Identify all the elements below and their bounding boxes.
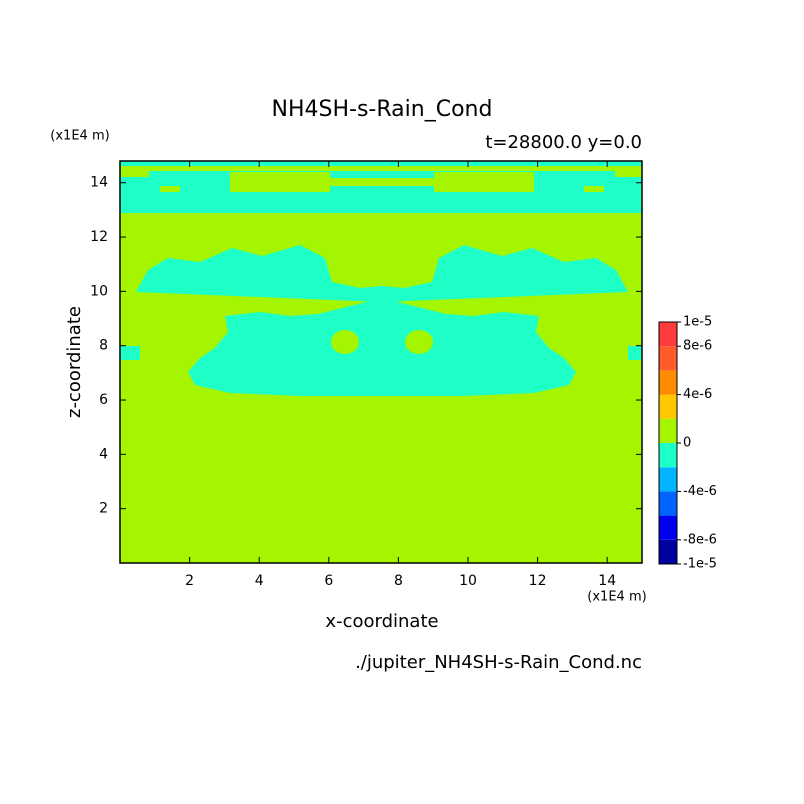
contour-region	[230, 172, 330, 192]
colorbar-label: -1e-5	[683, 557, 717, 572]
colorbar-segment	[659, 467, 677, 492]
contour-region	[120, 346, 140, 360]
colorbar-segment	[659, 515, 677, 540]
colorbar-segment	[659, 418, 677, 443]
x-tick-label: 4	[255, 573, 264, 589]
contour-region	[628, 346, 642, 360]
y-tick-label: 14	[90, 175, 108, 191]
y-tick-label: 2	[99, 501, 108, 517]
contour-region	[120, 166, 642, 171]
contour-region	[615, 171, 642, 177]
plot-frame	[119, 160, 643, 564]
colorbar-label: 0	[683, 436, 691, 451]
x-axis-label: x-coordinate	[325, 611, 438, 632]
colorbar-segment	[659, 491, 677, 516]
colorbar-segment	[659, 443, 677, 468]
colorbar-label: 4e-6	[683, 387, 712, 402]
y-tick-label: 8	[99, 338, 108, 354]
colorbar-label: 8e-6	[683, 339, 712, 354]
source-file: ./jupiter_NH4SH-s-Rain_Cond.nc	[355, 652, 642, 673]
contour-region	[584, 186, 604, 192]
contour-region	[405, 330, 433, 354]
y-axis-label: z-coordinate	[64, 306, 85, 418]
contour-region	[121, 171, 149, 177]
y-tick-label: 6	[99, 392, 108, 408]
y-tick-label: 4	[99, 446, 108, 462]
x-tick-label: 8	[394, 573, 403, 589]
y-unit: (x1E4 m)	[50, 129, 109, 144]
colorbar-label: -4e-6	[683, 484, 717, 499]
contour-region	[330, 178, 434, 186]
chart-title: NH4SH-s-Rain_Cond	[272, 97, 493, 122]
x-tick-label: 10	[459, 573, 477, 589]
chart-subtitle: t=28800.0 y=0.0	[485, 132, 642, 153]
contour-region	[136, 245, 628, 302]
x-tick-label: 6	[324, 573, 333, 589]
contour-region	[434, 172, 534, 192]
colorbar-label: -8e-6	[683, 532, 717, 547]
x-tick-label: 14	[598, 573, 616, 589]
colorbar-segment	[659, 394, 677, 419]
contour-region	[160, 186, 180, 192]
colorbar-segment	[659, 346, 677, 371]
contour-region	[340, 265, 424, 282]
colorbar-segment	[659, 370, 677, 395]
x-unit: (x1E4 m)	[587, 590, 646, 605]
x-tick-label: 2	[185, 573, 194, 589]
y-tick-label: 10	[90, 283, 108, 299]
contour-region	[331, 330, 359, 354]
colorbar-segment	[659, 322, 677, 347]
y-tick-label: 12	[90, 229, 108, 245]
x-tick-label: 12	[529, 573, 547, 589]
colorbar-label: 1e-5	[683, 315, 712, 330]
contour-region	[188, 298, 576, 396]
colorbar-segment	[659, 539, 677, 564]
